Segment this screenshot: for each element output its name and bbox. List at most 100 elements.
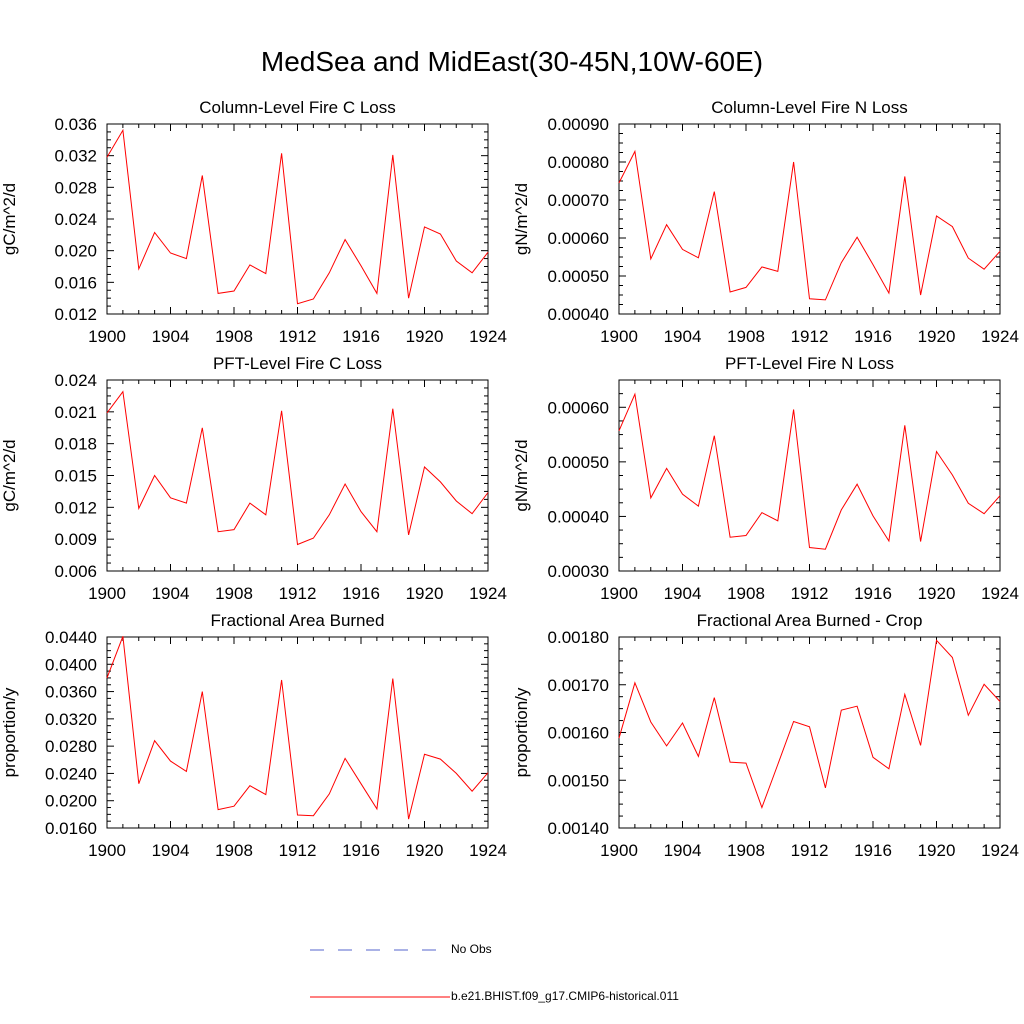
chart-panel-4: 1900 1904 1908 1912 1916 1920 1924 0.00030 0.000… (512, 354, 1019, 603)
panel-title: Column-Level Fire C Loss (199, 98, 396, 117)
y-tick-label: 0.00030 (548, 562, 609, 581)
chart-panel-1: 1900 1904 1908 1912 1916 1920 1924 0.012 0.016 0.… (0, 98, 507, 346)
y-tick-label: 0.024 (54, 371, 97, 390)
x-tick-label: 1924 (981, 327, 1019, 346)
x-tick-label: 1908 (215, 327, 253, 346)
x-tick-label: 1908 (727, 841, 765, 860)
x-tick-label: 1920 (406, 841, 444, 860)
x-tick-label: 1916 (342, 327, 380, 346)
y-tick-label: 0.009 (54, 530, 97, 549)
y-tick-label: 0.00080 (548, 153, 609, 172)
x-tick-label: 1916 (854, 584, 892, 603)
figure-title: MedSea and MidEast(30-45N,10W-60E) (260, 46, 764, 77)
x-tick-label: 1916 (854, 841, 892, 860)
legend-label: No Obs (451, 942, 492, 956)
y-tick-label: 0.020 (54, 242, 97, 261)
y-axis-label: gN/m^2/d (512, 439, 531, 511)
y-tick-label: 0.032 (54, 147, 97, 166)
x-tick-label: 1912 (791, 327, 829, 346)
x-tick-label: 1908 (727, 584, 765, 603)
x-tick-label: 1924 (981, 584, 1019, 603)
x-tick-label: 1904 (152, 584, 190, 603)
x-tick-label: 1900 (600, 584, 638, 603)
x-tick-label: 1920 (406, 327, 444, 346)
plot-frame (106, 123, 489, 315)
legend-swatch-solid (310, 996, 450, 998)
y-tick-label: 0.00050 (548, 267, 609, 286)
x-tick-label: 1904 (664, 584, 702, 603)
y-axis-label: gC/m^2/d (0, 183, 19, 255)
y-tick-label: 0.00180 (548, 628, 609, 647)
y-tick-label: 0.024 (54, 210, 97, 229)
y-tick-label: 0.00090 (548, 115, 609, 134)
y-axis-label: proportion/y (0, 687, 19, 777)
series-line (106, 636, 489, 820)
series-line (618, 392, 1001, 550)
y-axis-label: gN/m^2/d (512, 183, 531, 255)
x-tick-label: 1900 (600, 327, 638, 346)
y-tick-label: 0.0240 (45, 764, 97, 783)
y-tick-label: 0.036 (54, 115, 97, 134)
x-tick-label: 1920 (918, 584, 956, 603)
plot-frame (618, 379, 1001, 572)
y-tick-label: 0.0400 (45, 655, 97, 674)
x-tick-label: 1924 (469, 584, 507, 603)
x-tick-label: 1912 (791, 841, 829, 860)
series-line (106, 128, 489, 305)
legend-swatch-dashed (310, 949, 450, 951)
y-tick-label: 0.00040 (548, 305, 609, 324)
x-tick-label: 1900 (88, 584, 126, 603)
y-axis-label: proportion/y (512, 687, 531, 777)
x-tick-label: 1904 (152, 327, 190, 346)
y-tick-label: 0.00060 (548, 229, 609, 248)
x-tick-label: 1924 (981, 841, 1019, 860)
legend-label: b.e21.BHIST.f09_g17.CMIP6-historical.011 (451, 989, 679, 1003)
panel-title: Column-Level Fire N Loss (711, 98, 908, 117)
x-tick-label: 1908 (215, 584, 253, 603)
y-tick-label: 0.0360 (45, 683, 97, 702)
y-tick-label: 0.016 (54, 273, 97, 292)
chart-panel-6: 1900 1904 1908 1912 1916 1920 1924 0.00140 0.001… (512, 611, 1019, 860)
legend-item-model: b.e21.BHIST.f09_g17.CMIP6-historical.011 (310, 987, 760, 1007)
y-tick-label: 0.00040 (548, 507, 609, 526)
x-tick-label: 1908 (215, 841, 253, 860)
y-tick-label: 0.018 (54, 435, 97, 454)
x-tick-label: 1904 (664, 841, 702, 860)
x-tick-label: 1924 (469, 841, 507, 860)
y-tick-label: 0.012 (54, 305, 97, 324)
chart-panel-3: 1900 1904 1908 1912 1916 1920 1924 0.006 0.009 0.… (0, 354, 507, 603)
x-tick-label: 1900 (600, 841, 638, 860)
y-tick-label: 0.006 (54, 562, 97, 581)
y-tick-label: 0.028 (54, 178, 97, 197)
chart-panel-2: 1900 1904 1908 1912 1916 1920 1924 0.00040 0.000… (512, 98, 1019, 346)
plot-frame (106, 636, 489, 829)
x-tick-label: 1900 (88, 841, 126, 860)
x-tick-label: 1904 (152, 841, 190, 860)
x-tick-label: 1920 (918, 327, 956, 346)
y-tick-label: 0.015 (54, 467, 97, 486)
x-tick-label: 1916 (342, 841, 380, 860)
y-tick-label: 0.00150 (548, 771, 609, 790)
y-tick-label: 0.0280 (45, 737, 97, 756)
y-tick-label: 0.00060 (548, 398, 609, 417)
x-tick-label: 1900 (88, 327, 126, 346)
x-tick-label: 1916 (342, 584, 380, 603)
x-tick-label: 1920 (406, 584, 444, 603)
x-tick-label: 1924 (469, 327, 507, 346)
y-tick-label: 0.00140 (548, 819, 609, 838)
series-line (618, 149, 1001, 301)
series-line (618, 639, 1001, 809)
plot-frame (618, 123, 1001, 315)
y-axis-label: gC/m^2/d (0, 439, 19, 511)
y-tick-label: 0.012 (54, 498, 97, 517)
y-tick-label: 0.00160 (548, 724, 609, 743)
y-tick-label: 0.0160 (45, 819, 97, 838)
x-tick-label: 1912 (279, 327, 317, 346)
x-tick-label: 1912 (279, 841, 317, 860)
y-tick-label: 0.0320 (45, 710, 97, 729)
panel-title: Fractional Area Burned (211, 611, 385, 630)
y-tick-label: 0.0440 (45, 628, 97, 647)
panel-title: PFT-Level Fire N Loss (725, 354, 894, 373)
x-tick-label: 1912 (279, 584, 317, 603)
chart-panel-5: 1900 1904 1908 1912 1916 1920 1924 0.0160 0.0200… (0, 611, 507, 860)
